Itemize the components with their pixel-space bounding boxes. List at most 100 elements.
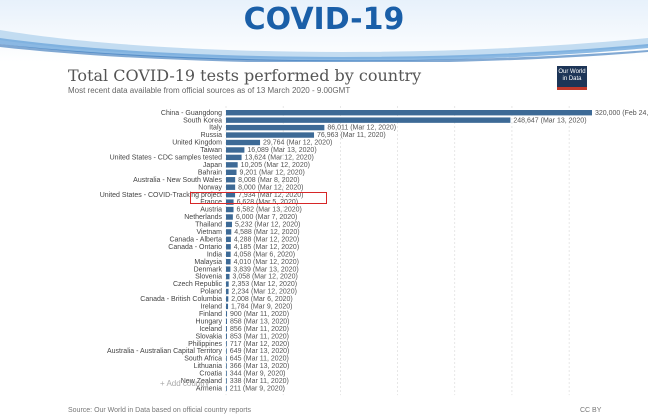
- category-label: Canada - British Columbia: [140, 296, 222, 303]
- category-label: Italy: [209, 125, 222, 132]
- bar: [226, 371, 227, 376]
- value-label: 4,588 (Mar 12, 2020): [234, 229, 299, 236]
- value-label: 900 (Mar 11, 2020): [230, 311, 289, 318]
- category-label: Slovenia: [195, 274, 222, 281]
- owid-logo[interactable]: Our World in Data: [557, 66, 587, 90]
- category-label: Norway: [198, 184, 222, 191]
- bar: [226, 259, 231, 264]
- category-label: Iceland: [199, 326, 222, 333]
- chart-subtitle: Most recent data available from official…: [68, 86, 350, 95]
- bar: [226, 147, 244, 152]
- category-label: Ireland: [201, 304, 223, 311]
- value-label: 2,353 (Mar 12, 2020): [232, 281, 297, 288]
- bar: [226, 311, 227, 316]
- category-label: Netherlands: [184, 214, 222, 221]
- value-label: 4,010 (Mar 12, 2020): [234, 259, 299, 266]
- bar: [226, 356, 227, 361]
- footer-source: Source: Our World in Data based on offic…: [68, 407, 251, 414]
- slide-title: COVID-19: [0, 2, 648, 37]
- category-label: South Africa: [184, 356, 222, 363]
- bar-chart: 0 50,000 100,000 150,000 200,000 250,000 300,0…: [0, 100, 648, 400]
- category-label: Austria: [200, 207, 222, 214]
- value-label: 853 (Mar 11, 2020): [230, 333, 289, 340]
- value-label: 645 (Mar 11, 2020): [230, 356, 289, 363]
- category-label: Russia: [201, 132, 223, 139]
- bar: [226, 222, 232, 227]
- bar: [226, 117, 510, 122]
- value-label: 856 (Mar 11, 2020): [230, 326, 289, 333]
- value-label: 29,764 (Mar 12, 2020): [263, 140, 332, 147]
- value-label: 320,000 (Feb 24, 2020): [595, 110, 648, 117]
- value-label: 8,008 (Mar 8, 2020): [238, 177, 299, 184]
- bar: [226, 266, 230, 271]
- x-tick-label: 300,000: [551, 399, 588, 400]
- category-label: Croatia: [199, 371, 222, 378]
- value-label: 248,647 (Mar 13, 2020): [513, 117, 586, 124]
- category-label: Bahrain: [198, 169, 222, 176]
- category-label: United States - CDC samples tested: [110, 155, 223, 162]
- bar: [226, 244, 231, 249]
- x-tick-label: 100,000: [322, 399, 359, 400]
- bar: [226, 214, 233, 219]
- bar: [226, 274, 229, 279]
- bar: [226, 386, 227, 391]
- bar: [226, 237, 231, 242]
- bar: [226, 132, 314, 137]
- category-label: India: [207, 251, 222, 258]
- category-label: Australia - Australian Capital Territory: [107, 348, 223, 355]
- category-label: Vietnam: [196, 229, 222, 236]
- value-label: 4,058 (Mar 6, 2020): [234, 251, 295, 258]
- x-tick-label: 250,000: [494, 399, 531, 400]
- bar: [226, 170, 237, 175]
- x-tick-label: 0: [223, 399, 229, 400]
- value-label: 344 (Mar 9, 2020): [230, 371, 286, 378]
- value-label: 9,201 (Mar 12, 2020): [240, 169, 305, 176]
- value-label: 649 (Mar 13, 2020): [230, 348, 290, 355]
- bar: [226, 110, 592, 115]
- category-label: Philippines: [188, 341, 222, 348]
- value-label: 858 (Mar 13, 2020): [230, 318, 290, 325]
- logo-line-2: in Data: [557, 76, 587, 83]
- value-label: 6,582 (Mar 13, 2020): [237, 207, 302, 214]
- bar: [226, 140, 260, 145]
- value-label: 2,234 (Mar 12, 2020): [232, 289, 297, 296]
- bar: [226, 252, 231, 257]
- value-label: 10,205 (Mar 12, 2020): [241, 162, 310, 169]
- value-label: 5,232 (Mar 12, 2020): [235, 222, 300, 229]
- value-label: 3,058 (Mar 12, 2020): [232, 274, 297, 281]
- bar: [226, 155, 242, 160]
- value-label: 8,000 (Mar 12, 2020): [238, 184, 303, 191]
- category-label: Taiwan: [200, 147, 222, 154]
- category-label: Canada - Alberta: [169, 236, 222, 243]
- add-country-button[interactable]: + Add country: [160, 379, 209, 388]
- value-label: 86,011 (Mar 12, 2020): [327, 125, 396, 132]
- value-label: 76,963 (Mar 11, 2020): [317, 132, 386, 139]
- bar: [226, 296, 228, 301]
- france-highlight-box: [190, 192, 327, 204]
- category-label: Thailand: [195, 222, 222, 229]
- value-label: 6,000 (Mar 7, 2020): [236, 214, 297, 221]
- category-label: Canada - Ontario: [168, 244, 222, 251]
- value-label: 211 (Mar 9, 2020): [230, 385, 285, 392]
- value-label: 4,288 (Mar 12, 2020): [234, 236, 299, 243]
- category-label: China - Guangdong: [161, 110, 222, 117]
- value-label: 717 (Mar 12, 2020): [230, 341, 290, 348]
- bar: [226, 326, 227, 331]
- value-label: 16,089 (Mar 13, 2020): [247, 147, 316, 154]
- bar: [226, 319, 227, 324]
- value-label: 366 (Mar 13, 2020): [230, 363, 290, 370]
- bar: [226, 177, 235, 182]
- value-label: 4,185 (Mar 12, 2020): [234, 244, 299, 251]
- category-label: Denmark: [194, 266, 223, 273]
- value-label: 13,624 (Mar 12, 2020): [245, 155, 314, 162]
- bar: [226, 378, 227, 383]
- category-label: South Korea: [183, 117, 222, 124]
- category-label: Finland: [199, 311, 222, 318]
- x-tick-label: 200,000: [437, 399, 474, 400]
- category-label: Poland: [200, 289, 222, 296]
- category-label: Slovakia: [196, 333, 223, 340]
- category-label: Malaysia: [194, 259, 222, 266]
- bar: [226, 334, 227, 339]
- x-tick-label: 50,000: [268, 399, 299, 400]
- bar: [226, 162, 238, 167]
